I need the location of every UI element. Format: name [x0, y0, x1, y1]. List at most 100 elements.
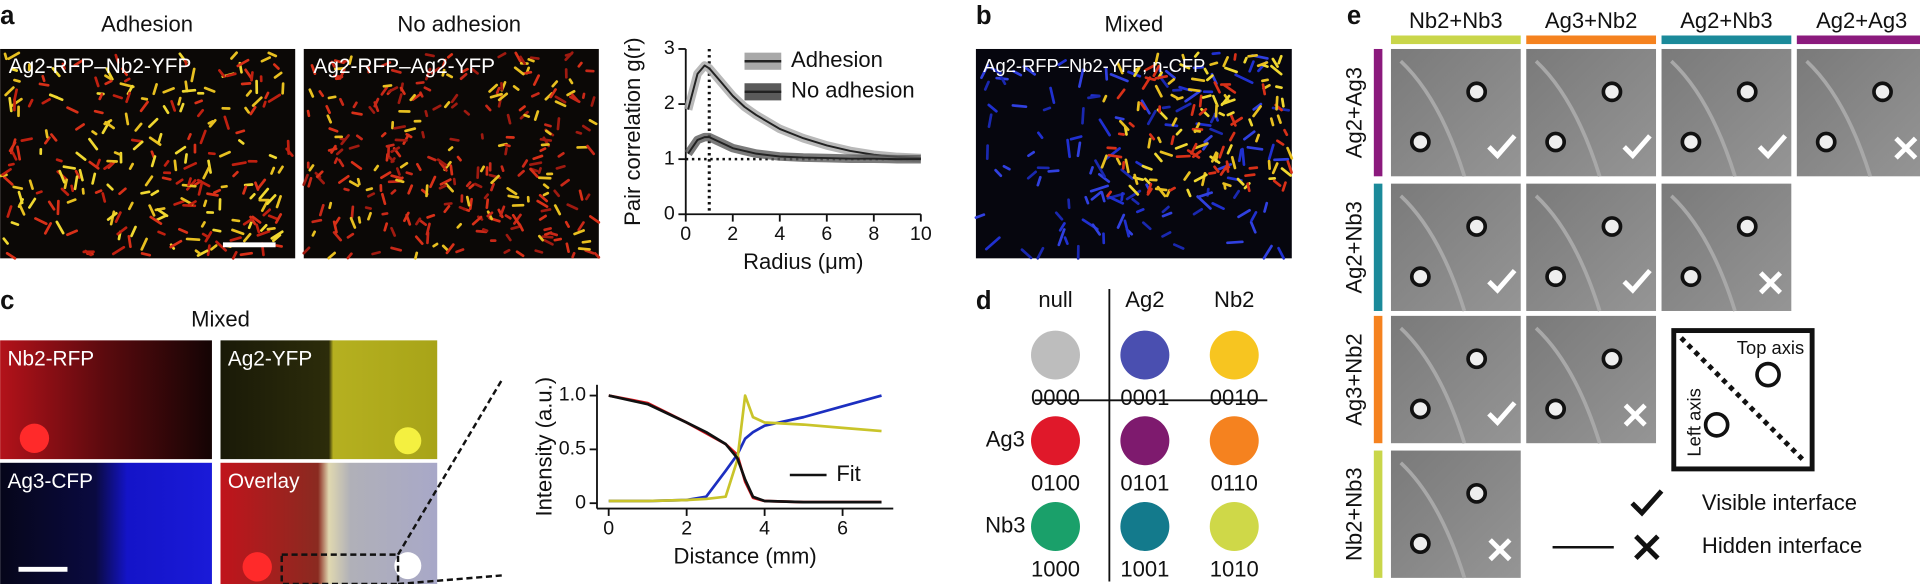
speckle [441, 58, 447, 68]
speckle [144, 175, 154, 187]
speckle [566, 203, 579, 211]
speckle [994, 168, 1003, 178]
speckle [506, 187, 518, 196]
y-tick-label: 1.0 [559, 384, 586, 406]
speckle [405, 171, 413, 176]
color-swatch [1209, 416, 1259, 466]
speckle [238, 139, 245, 145]
speckle [521, 159, 529, 168]
speckle [1042, 106, 1052, 112]
y-tick-label: 3 [664, 37, 675, 59]
speckle [1, 167, 12, 177]
speckle [229, 236, 242, 242]
speckle [75, 151, 87, 161]
speckle [1172, 243, 1185, 250]
speckle [1286, 146, 1294, 160]
speckle [1154, 52, 1160, 66]
legend-label: Adhesion [791, 47, 883, 72]
speckle [251, 215, 262, 224]
speckle [275, 195, 282, 209]
check-icon [1757, 134, 1788, 160]
droplet [394, 552, 422, 580]
speckle [242, 185, 248, 195]
speckle [157, 132, 163, 144]
speckle [1011, 104, 1028, 109]
binary-code: 0100 [1031, 471, 1080, 496]
speckle [1223, 83, 1237, 94]
speckle [134, 122, 143, 132]
speckle [1233, 53, 1237, 61]
series-line [608, 394, 882, 503]
speckle [423, 86, 432, 92]
speckle [66, 106, 79, 114]
speckle [250, 71, 254, 82]
legend-label: Hidden interface [1702, 533, 1862, 558]
speckle [556, 117, 561, 131]
speckle [218, 150, 231, 158]
speckle [387, 86, 399, 93]
speckle [1246, 182, 1251, 193]
speckle [1123, 219, 1131, 238]
speckle [177, 96, 182, 106]
micrograph [975, 48, 1292, 259]
image-label: Ag2-RFP–Nb2-YFP [9, 55, 192, 78]
speckle [4, 86, 15, 97]
speckle [1210, 151, 1218, 163]
speckle [179, 102, 185, 113]
speckle [230, 51, 238, 60]
speckle [66, 229, 79, 237]
speckle [70, 184, 75, 193]
speckle [20, 137, 33, 142]
speckle [54, 95, 64, 102]
speckle [371, 250, 381, 256]
droplet [1409, 131, 1431, 153]
speckle [148, 204, 156, 217]
speckle [104, 79, 113, 86]
speckle [332, 231, 343, 242]
speckle [523, 113, 531, 118]
speckle [112, 94, 123, 100]
speckle [1226, 144, 1233, 155]
speckle [105, 67, 114, 81]
speckle [1139, 101, 1147, 111]
speckle [1057, 59, 1067, 67]
speckle [581, 92, 586, 99]
speckle [529, 161, 543, 167]
speckle [1236, 177, 1245, 186]
speckle [1237, 208, 1251, 219]
legend-label: Visible interface [1702, 490, 1857, 515]
speckle [1058, 222, 1066, 232]
y-axis-label: Pair correlation g(r) [620, 37, 645, 225]
speckle [148, 136, 162, 147]
speckle [150, 189, 160, 197]
speckle [367, 211, 372, 221]
speckle [9, 97, 23, 108]
speckle [1273, 157, 1290, 162]
speckle [203, 86, 216, 93]
speckle [380, 192, 387, 206]
speckle [1203, 134, 1213, 144]
speckle [1146, 109, 1157, 126]
speckle [404, 127, 417, 133]
speckle [1141, 76, 1152, 90]
speckle [1218, 145, 1225, 159]
speckle [1194, 142, 1209, 150]
speckle [443, 202, 453, 206]
speckle [1186, 149, 1201, 159]
speckle [1263, 201, 1269, 213]
speckle [1078, 68, 1085, 88]
speckle [128, 201, 134, 211]
speckle [1247, 53, 1259, 58]
speckle [485, 198, 490, 210]
speckle [1157, 136, 1162, 144]
speckle [512, 85, 520, 91]
column-header: null [1038, 287, 1072, 312]
speckle [537, 167, 542, 175]
column-header: Nb2 [1214, 287, 1254, 312]
speckle [1193, 173, 1208, 183]
panel-letter: e [1347, 2, 1361, 30]
color-swatch [1120, 501, 1170, 551]
speckle [1234, 73, 1254, 85]
speckle [1174, 142, 1188, 150]
speckle [349, 216, 357, 229]
